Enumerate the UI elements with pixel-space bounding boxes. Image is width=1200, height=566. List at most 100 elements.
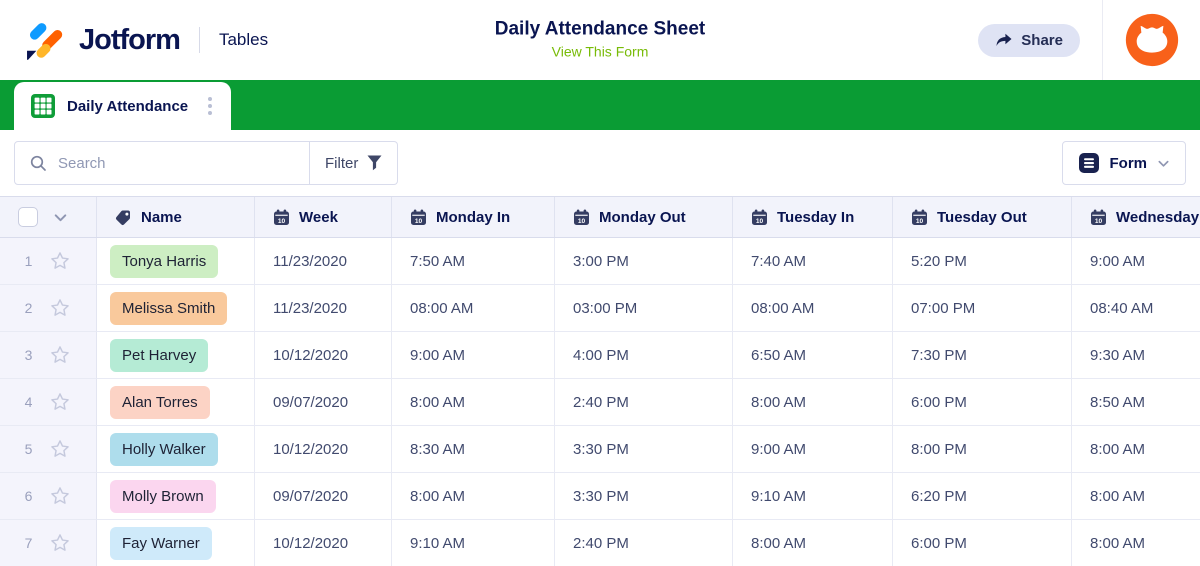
form-view-button[interactable]: Form: [1061, 141, 1186, 185]
cell-tuesday_out[interactable]: 6:20 PM: [893, 473, 1072, 520]
cell-week[interactable]: 09/07/2020: [255, 473, 392, 520]
cell-name[interactable]: Holly Walker: [97, 426, 255, 473]
cell-tuesday_in[interactable]: 9:10 AM: [733, 473, 893, 520]
filter-button[interactable]: Filter: [310, 141, 399, 185]
cell-wednesday[interactable]: 8:00 AM: [1072, 520, 1200, 566]
cell-tuesday_in[interactable]: 6:50 AM: [733, 332, 893, 379]
cell-tuesday_out[interactable]: 6:00 PM: [893, 379, 1072, 426]
cell-tuesday_out[interactable]: 07:00 PM: [893, 285, 1072, 332]
cell-name[interactable]: Molly Brown: [97, 473, 255, 520]
cell-tuesday_out[interactable]: 6:00 PM: [893, 520, 1072, 566]
column-header-tuesday_out[interactable]: 10 Tuesday Out: [893, 197, 1072, 237]
star-icon[interactable]: [49, 391, 71, 413]
star-icon[interactable]: [49, 250, 71, 272]
cell-wednesday[interactable]: 08:40 AM: [1072, 285, 1200, 332]
cell-week[interactable]: 10/12/2020: [255, 426, 392, 473]
star-icon[interactable]: [49, 485, 71, 507]
cell-tuesday_in[interactable]: 08:00 AM: [733, 285, 893, 332]
cell-monday_out[interactable]: 4:00 PM: [555, 332, 733, 379]
search-box[interactable]: [14, 141, 310, 185]
cell-monday_in[interactable]: 9:00 AM: [392, 332, 555, 379]
cell-tuesday_out[interactable]: 5:20 PM: [893, 238, 1072, 285]
cell-tuesday_in[interactable]: 9:00 AM: [733, 426, 893, 473]
cell-monday_in[interactable]: 08:00 AM: [392, 285, 555, 332]
calendar-icon: 10: [1090, 209, 1107, 226]
calendar-icon: 10: [273, 209, 290, 226]
cell-tuesday_in[interactable]: 7:40 AM: [733, 238, 893, 285]
row-selector[interactable]: 1: [0, 238, 97, 285]
star-icon[interactable]: [49, 532, 71, 554]
column-header-week[interactable]: 10 Week: [255, 197, 392, 237]
column-header-monday_out[interactable]: 10 Monday Out: [555, 197, 733, 237]
cell-monday_in[interactable]: 9:10 AM: [392, 520, 555, 566]
funnel-icon: [367, 155, 382, 171]
cell-wednesday[interactable]: 8:00 AM: [1072, 473, 1200, 520]
row-selector[interactable]: 5: [0, 426, 97, 473]
cell-wednesday[interactable]: 8:00 AM: [1072, 426, 1200, 473]
cell-wednesday[interactable]: 9:30 AM: [1072, 332, 1200, 379]
cell-monday_in[interactable]: 8:00 AM: [392, 473, 555, 520]
column-header-monday_in[interactable]: 10 Monday In: [392, 197, 555, 237]
brand-area[interactable]: Jotform Tables: [0, 16, 268, 64]
calendar-icon: 10: [751, 209, 768, 226]
chevron-down-icon[interactable]: [53, 210, 68, 225]
tab-menu-kebab-icon[interactable]: [199, 91, 221, 121]
attendance-table: Name 10 Week 10 Monday In 10 Monday Out 10 Tuesd…: [0, 196, 1200, 566]
form-icon: [1078, 152, 1100, 174]
cell-tuesday_in[interactable]: 8:00 AM: [733, 379, 893, 426]
row-selector[interactable]: 2: [0, 285, 97, 332]
cell-monday_out[interactable]: 3:00 PM: [555, 238, 733, 285]
search-icon: [29, 154, 47, 172]
cell-name[interactable]: Alan Torres: [97, 379, 255, 426]
cell-week[interactable]: 11/23/2020: [255, 238, 392, 285]
cell-name[interactable]: Pet Harvey: [97, 332, 255, 379]
table-row: 1 Tonya Harris 11/23/2020 7:50 AM 3:00 PM 7:4…: [0, 238, 1200, 285]
svg-text:10: 10: [578, 217, 586, 224]
cell-tuesday_in[interactable]: 8:00 AM: [733, 520, 893, 566]
cell-tuesday_out[interactable]: 7:30 PM: [893, 332, 1072, 379]
tab-label: Daily Attendance: [67, 97, 189, 115]
cell-week[interactable]: 09/07/2020: [255, 379, 392, 426]
table-header-selector: [0, 197, 97, 237]
row-number: 2: [24, 300, 33, 316]
tab-daily-attendance[interactable]: Daily Attendance: [14, 82, 232, 130]
cell-monday_out[interactable]: 2:40 PM: [555, 520, 733, 566]
cell-monday_out[interactable]: 03:00 PM: [555, 285, 733, 332]
calendar-icon: 10: [573, 209, 590, 226]
cell-name[interactable]: Fay Warner: [97, 520, 255, 566]
cell-wednesday[interactable]: 8:50 AM: [1072, 379, 1200, 426]
cell-monday_out[interactable]: 2:40 PM: [555, 379, 733, 426]
star-icon[interactable]: [49, 344, 71, 366]
select-all-checkbox[interactable]: [18, 207, 38, 227]
chevron-down-icon: [1157, 157, 1170, 170]
cell-name[interactable]: Tonya Harris: [97, 238, 255, 285]
cell-monday_out[interactable]: 3:30 PM: [555, 426, 733, 473]
search-input[interactable]: [58, 154, 295, 172]
cell-week[interactable]: 10/12/2020: [255, 332, 392, 379]
row-selector[interactable]: 7: [0, 520, 97, 566]
row-selector[interactable]: 4: [0, 379, 97, 426]
svg-text:10: 10: [916, 217, 924, 224]
star-icon[interactable]: [49, 297, 71, 319]
cell-monday_in[interactable]: 8:30 AM: [392, 426, 555, 473]
star-icon[interactable]: [49, 438, 71, 460]
column-label: Name: [141, 208, 182, 226]
cell-week[interactable]: 11/23/2020: [255, 285, 392, 332]
avatar[interactable]: [1124, 12, 1180, 68]
column-header-tuesday_in[interactable]: 10 Tuesday In: [733, 197, 893, 237]
share-button[interactable]: Share: [978, 23, 1080, 57]
column-header-wednesday[interactable]: 10 Wednesday: [1072, 197, 1200, 237]
row-selector[interactable]: 3: [0, 332, 97, 379]
cell-tuesday_out[interactable]: 8:00 PM: [893, 426, 1072, 473]
cell-monday_in[interactable]: 7:50 AM: [392, 238, 555, 285]
name-tag: Molly Brown: [110, 479, 216, 513]
cell-week[interactable]: 10/12/2020: [255, 520, 392, 566]
cell-wednesday[interactable]: 9:00 AM: [1072, 238, 1200, 285]
cell-name[interactable]: Melissa Smith: [97, 285, 255, 332]
column-header-name[interactable]: Name: [97, 197, 255, 237]
cell-monday_out[interactable]: 3:30 PM: [555, 473, 733, 520]
column-label: Wednesday: [1116, 208, 1200, 226]
row-selector[interactable]: 6: [0, 473, 97, 520]
view-this-form-link[interactable]: View This Form: [551, 43, 649, 60]
cell-monday_in[interactable]: 8:00 AM: [392, 379, 555, 426]
